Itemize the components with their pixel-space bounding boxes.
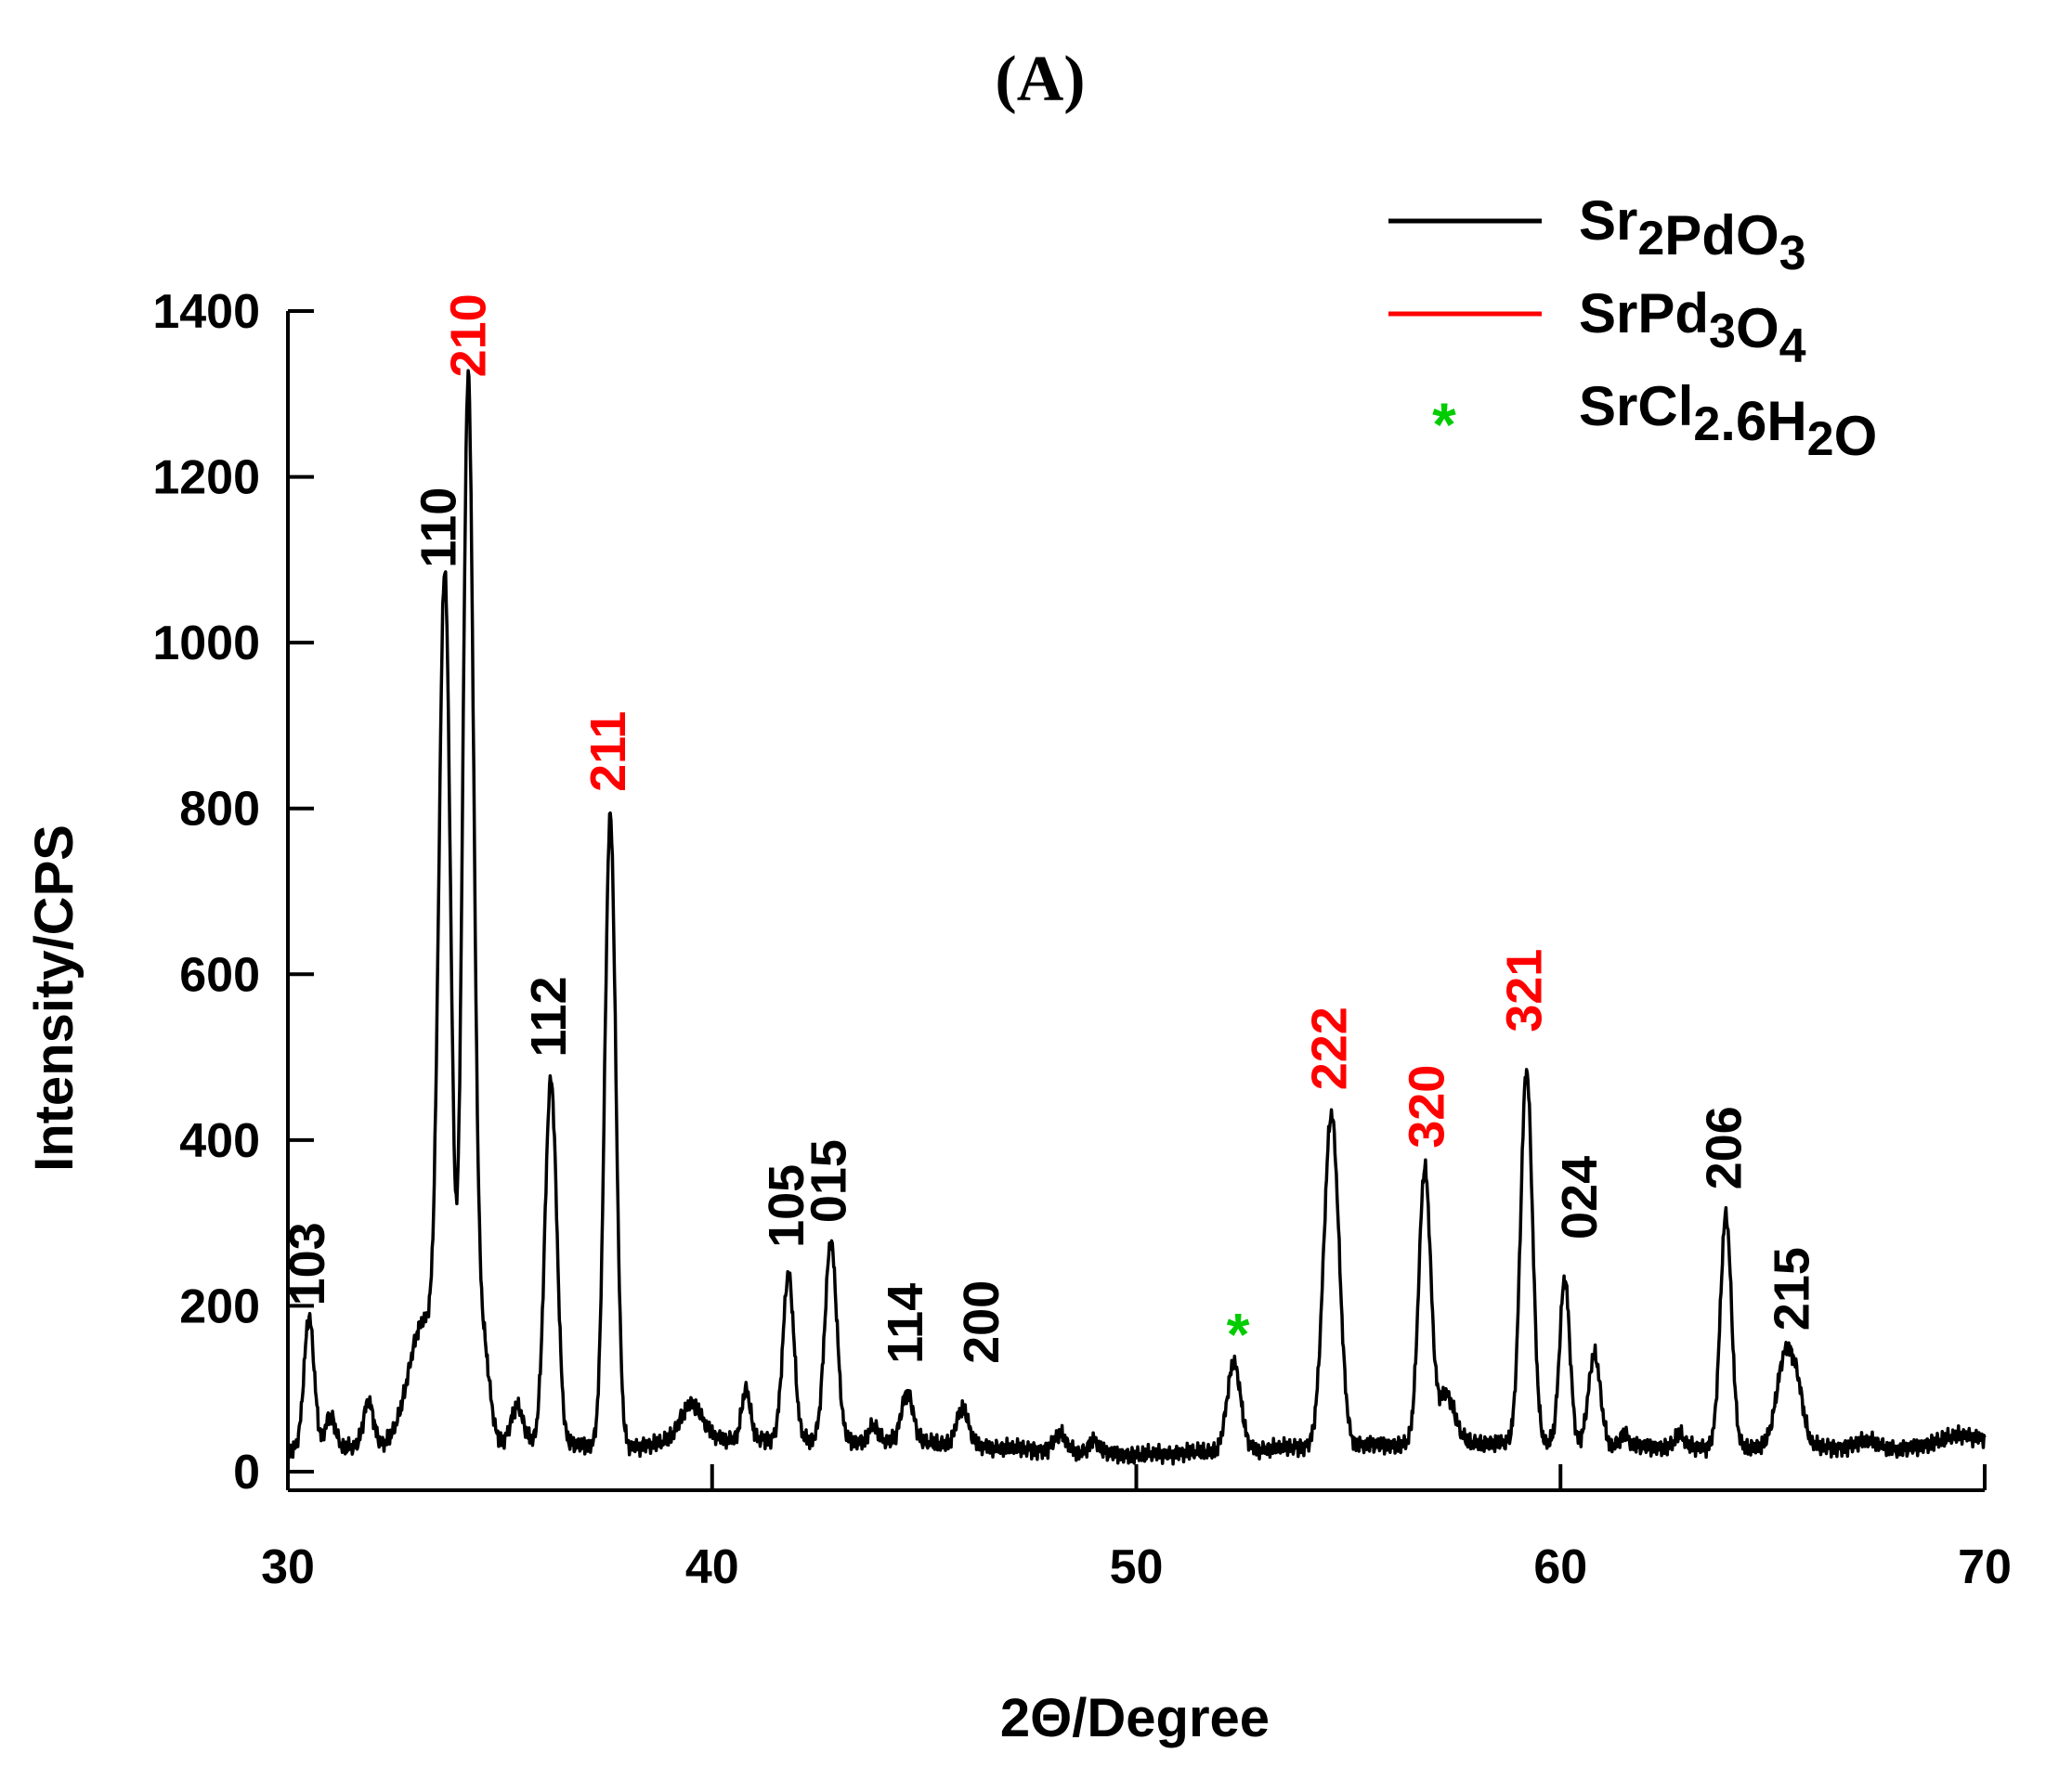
peak-label: 206: [1696, 1106, 1752, 1189]
x-tick-label: 40: [685, 1540, 739, 1594]
y-tick-label: 1200: [152, 451, 260, 505]
y-tick-label: 800: [179, 783, 260, 837]
series-line-0: [286, 369, 1987, 1466]
y-tick-label: 400: [179, 1114, 260, 1168]
peak-label: 103: [280, 1222, 335, 1305]
x-tick-label: 30: [261, 1540, 315, 1594]
y-tick-label: 600: [179, 948, 260, 1002]
legend-marker-srcl2: *: [1432, 390, 1456, 459]
peak-label: 110: [410, 487, 466, 568]
legend-label-srpd3o4: SrPd3O4: [1579, 282, 1806, 373]
peak-label: 200: [954, 1280, 1010, 1364]
peak-label: 211: [580, 711, 636, 792]
y-tick-label: 1400: [152, 285, 260, 339]
peak-label: 024: [1552, 1156, 1608, 1240]
plot-area: [286, 369, 1987, 1466]
y-tick-label: 0: [233, 1446, 260, 1500]
y-axis-label: Intensity/CPS: [24, 825, 85, 1172]
y-tick-label: 1000: [152, 617, 260, 670]
peak-label: 015: [801, 1139, 857, 1223]
peak-marker-srcl2: *: [1227, 1301, 1250, 1368]
panel-label: (A): [995, 44, 1085, 115]
peak-label: 222: [1302, 1006, 1358, 1090]
axes: 0 200 400 600 800 1000 1200 1400 30 40 50 60 70: [152, 285, 2012, 1594]
peak-label: 105: [759, 1164, 814, 1248]
x-tick-label: 60: [1533, 1540, 1587, 1594]
peak-label: 321: [1497, 949, 1553, 1032]
peak-label: 215: [1764, 1247, 1819, 1331]
legend-label-sr2pdo3: Sr2PdO3: [1579, 189, 1806, 280]
x-tick-label: 70: [1958, 1540, 2012, 1594]
peak-label: 112: [521, 976, 577, 1057]
x-tick-label: 50: [1110, 1540, 1164, 1594]
peak-label: 320: [1400, 1065, 1455, 1149]
peak-label: 210: [440, 293, 496, 377]
legend-label-srcl2: SrCl2.6H2O: [1579, 375, 1877, 467]
x-axis-label: 2Θ/Degree: [1000, 1688, 1270, 1748]
y-tick-label: 200: [179, 1279, 260, 1333]
peak-label: 114: [878, 1283, 933, 1364]
